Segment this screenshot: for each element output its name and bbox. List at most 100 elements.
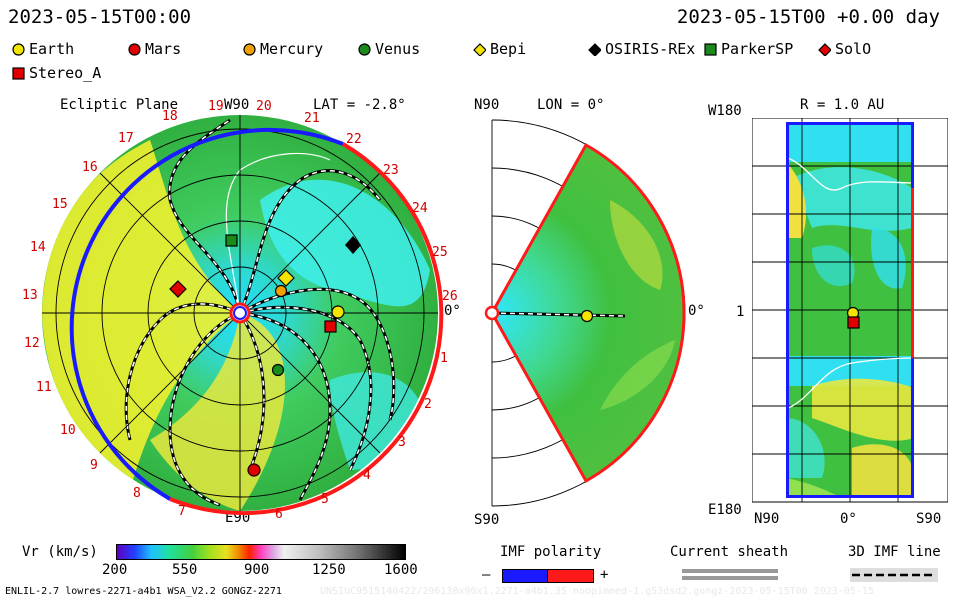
osiris-rex-marker-icon: [588, 42, 601, 56]
ecliptic-title: Ecliptic Plane: [60, 97, 179, 113]
radial-map-title: R = 1.0 AU: [800, 97, 885, 113]
legend-item-parkersp: ParkerSP: [704, 40, 793, 58]
watermark-footer: UNSIUC9515140422/296130x90x1.2271-a4b1.3…: [320, 586, 874, 597]
mercury-marker-icon: [274, 284, 288, 298]
current-sheath-swatch: [682, 569, 778, 573]
ecliptic-right-label: 0°: [444, 303, 461, 319]
ecliptic-lat-label: LAT = -2.8°: [313, 97, 406, 113]
sun-icon: [484, 305, 500, 321]
current-sheath-title: Current sheath: [670, 544, 789, 560]
slow-wind-region: [260, 179, 430, 307]
bepi-marker-icon: [473, 42, 486, 56]
legend-label: SolO: [835, 40, 872, 58]
solo-marker-icon: [169, 280, 187, 298]
meridional-lon-label: LON = 0°: [537, 97, 605, 113]
radial-map-plot: [752, 118, 948, 503]
imf-polarity-minus: –: [482, 567, 491, 583]
left-timestamp: 2023-05-15T00:00: [8, 6, 192, 28]
legend-item-bepi: Bepi: [473, 40, 526, 58]
legend-label: ParkerSP: [721, 40, 794, 58]
meridional-right-label: 0°: [688, 303, 705, 319]
venus-marker-icon: [358, 42, 371, 56]
earth-marker-icon: [12, 42, 25, 56]
day-tick-label: 12: [24, 336, 40, 351]
day-tick-label: 23: [383, 163, 399, 178]
day-tick-label: 1: [440, 351, 448, 366]
day-tick-label: 15: [52, 197, 68, 212]
day-tick-label: 9: [90, 458, 98, 473]
polarity-rim-negative: [69, 128, 344, 501]
legend-item-earth: Earth: [12, 40, 74, 58]
stereo-a-marker-icon: [12, 66, 25, 80]
day-tick-label: 18: [162, 109, 178, 124]
day-tick-label: 17: [118, 131, 134, 146]
meridional-plot: [484, 119, 686, 507]
right-timestamp: 2023-05-15T00 +0.00 day: [676, 6, 940, 28]
legend-label: Bepi: [490, 40, 527, 58]
legend-label: Mars: [145, 40, 182, 58]
stereo-a-marker-icon: [324, 320, 337, 333]
colorbar-tick: 550: [172, 562, 198, 578]
colorbar-tick: 900: [244, 562, 270, 578]
radial-map-x-label-0: 0°: [840, 511, 857, 527]
imf-line-swatch: [850, 568, 938, 582]
earth-marker-icon: [331, 305, 345, 319]
day-tick-label: 11: [36, 380, 52, 395]
radial-map-border-left: [786, 122, 789, 498]
day-tick-label: 10: [60, 423, 76, 438]
current-sheath-swatch: [682, 576, 778, 580]
day-tick-label: 4: [363, 468, 371, 483]
imf-polarity-plus: +: [600, 567, 609, 583]
legend-label: Stereo_A: [29, 64, 102, 82]
stereo-a-marker-icon: [847, 316, 860, 329]
imf-line-title: 3D IMF line: [848, 544, 941, 560]
day-tick-label: 19: [208, 99, 224, 114]
day-tick-label: 7: [178, 504, 186, 519]
legend-item-solo: SolO: [818, 40, 871, 58]
day-tick-label: 25: [432, 245, 448, 260]
venus-marker-icon: [271, 363, 285, 377]
polarity-rim-positive: [169, 142, 444, 515]
day-tick-label: 13: [22, 288, 38, 303]
day-tick-label: 22: [346, 132, 362, 147]
day-tick-label: 6: [275, 507, 283, 522]
mars-marker-icon: [247, 463, 261, 477]
radial-map-bottom-left-label: E180: [708, 502, 742, 518]
legend-label: Mercury: [260, 40, 324, 58]
meridional-top-label: N90: [474, 97, 500, 113]
day-tick-label: 21: [304, 111, 320, 126]
legend-label: Venus: [375, 40, 421, 58]
mars-marker-icon: [128, 42, 141, 56]
parkersp-marker-icon: [225, 234, 238, 247]
radial-map-border-right-mid: [911, 188, 914, 358]
radial-map-top-left-label: W180: [708, 103, 742, 119]
imf-polarity-title: IMF polarity: [500, 544, 602, 560]
osiris-rex-marker-icon: [345, 236, 361, 254]
meridional-rim: [490, 142, 686, 484]
model-footer: ENLIL-2.7 lowres-2271-a4b1 WSA_V2.2 GONG…: [5, 586, 282, 597]
imf-spiral-lines: [124, 118, 396, 507]
radial-map-border-top: [786, 122, 914, 125]
day-tick-labels: 1 2 3 4 5 6 7 8 9 10 11 12 13 14 15 16 1…: [22, 99, 458, 522]
solo-marker-icon: [818, 42, 831, 56]
colorbar-tick: 200: [102, 562, 128, 578]
bepi-marker-icon: [277, 269, 295, 287]
radial-map-mid-left-label: 1: [736, 304, 745, 320]
legend-item-stereo-a: Stereo_A: [12, 64, 101, 82]
velocity-colorbar: [116, 544, 406, 560]
day-tick-label: 24: [412, 201, 428, 216]
colorbar-tick: 1250: [312, 562, 346, 578]
legend-item-mercury: Mercury: [243, 40, 323, 58]
day-tick-label: 8: [133, 486, 141, 501]
radial-map-x-label-s90: S90: [916, 511, 942, 527]
legend-label: Earth: [29, 40, 75, 58]
fast-wind-region: [150, 313, 285, 511]
parkersp-marker-icon: [704, 42, 717, 56]
day-tick-label: 20: [256, 99, 272, 114]
fast-wind-region: [42, 140, 240, 490]
day-tick-label: 5: [321, 492, 329, 507]
imf-polarity-negative-swatch: [502, 569, 549, 583]
day-tick-label: 2: [424, 397, 432, 412]
day-tick-label: 3: [398, 435, 406, 450]
